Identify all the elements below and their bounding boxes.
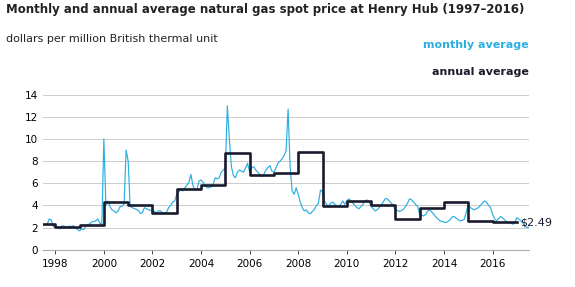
Text: annual average: annual average <box>432 67 529 77</box>
Text: dollars per million British thermal unit: dollars per million British thermal unit <box>6 34 217 44</box>
Text: $2.49: $2.49 <box>520 217 553 227</box>
Text: Monthly and annual average natural gas spot price at Henry Hub (1997–2016): Monthly and annual average natural gas s… <box>6 3 524 16</box>
Text: monthly average: monthly average <box>423 40 529 51</box>
